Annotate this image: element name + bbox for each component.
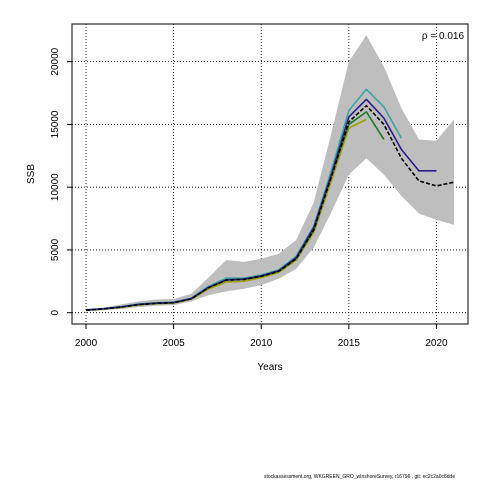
y-tick-label-0: 0: [50, 309, 61, 315]
y-axis-title: SSB: [26, 164, 37, 184]
y-tick-label-1: 5000: [50, 238, 61, 261]
x-tick-label-4: 2020: [425, 338, 448, 349]
x-axis: 2000 2005 2010 2015 2020: [75, 324, 448, 349]
rho-annotation: ρ = 0.016: [422, 31, 465, 42]
x-tick-label-3: 2015: [338, 338, 361, 349]
confidence-band: [86, 35, 454, 312]
footer-source: stockassessment.org, WKGREEN_GRO_wInshor…: [264, 474, 456, 480]
y-tick-label-3: 15000: [50, 110, 61, 138]
x-axis-title: Years: [257, 362, 282, 373]
plot-frame: [71, 23, 469, 325]
x-tick-label-2: 2010: [250, 338, 273, 349]
x-tick-label-1: 2005: [163, 338, 186, 349]
series-line-0: [85, 104, 455, 311]
confidence-band-area: [86, 35, 454, 312]
x-tick-label-0: 2000: [75, 338, 98, 349]
y-axis: 0 5000 10000 15000 20000: [50, 47, 72, 315]
series-lines: [85, 88, 455, 311]
y-tick-label-4: 20000: [50, 47, 61, 75]
y-tick-label-2: 10000: [50, 173, 61, 201]
